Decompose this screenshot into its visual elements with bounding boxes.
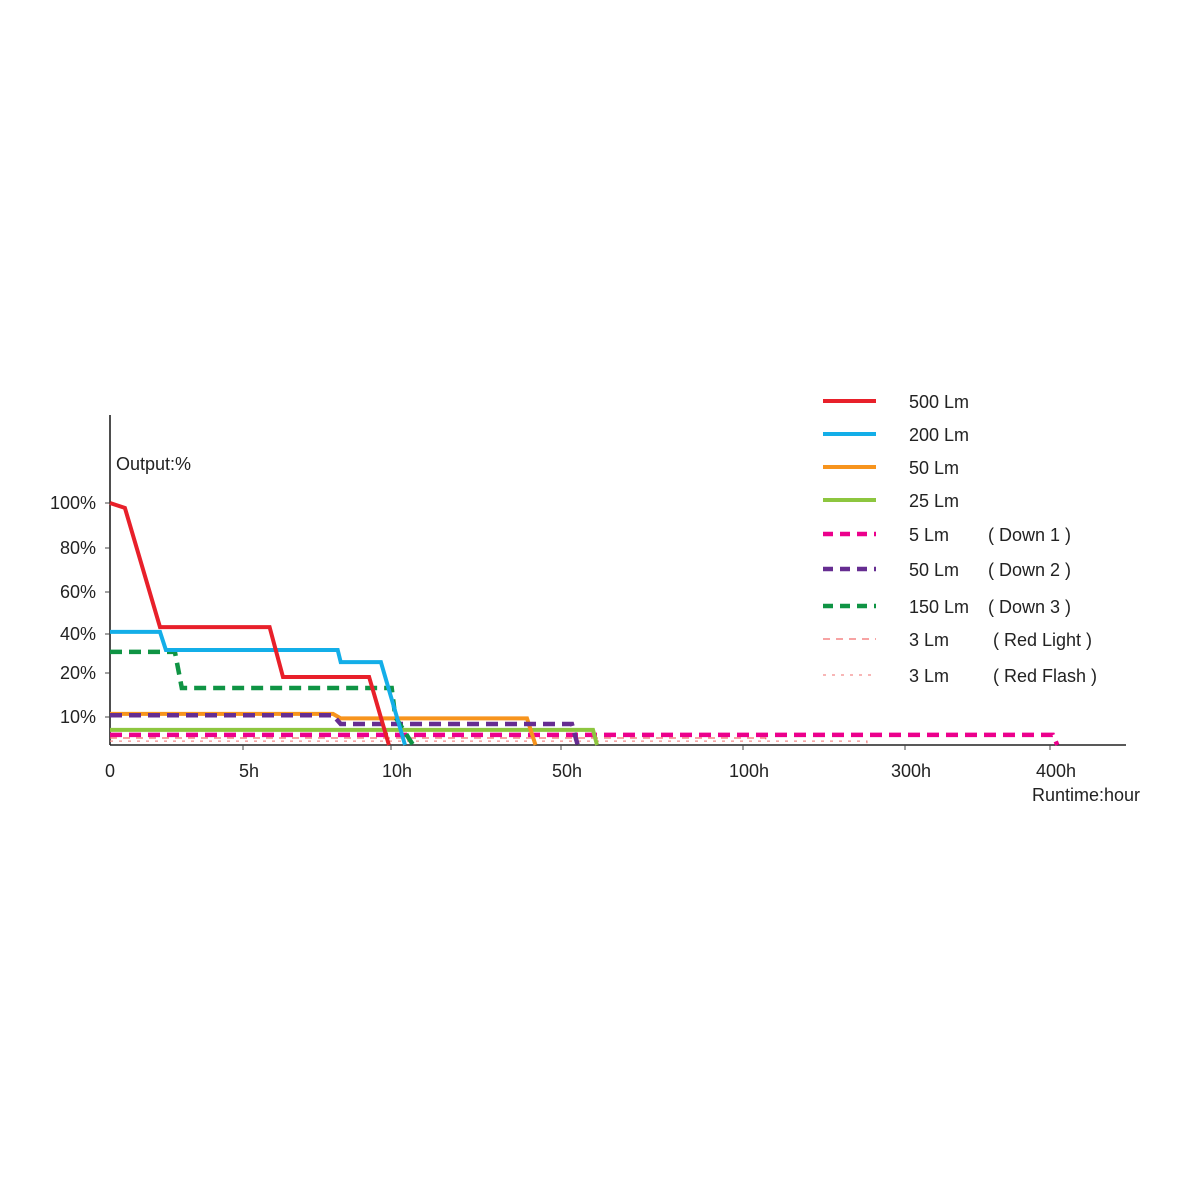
series-line-5 (110, 712, 580, 746)
x-tick-label: 10h (382, 761, 412, 781)
legend-note: ( Red Flash ) (993, 666, 1097, 686)
series-line-7 (110, 737, 767, 745)
series-line-2 (110, 711, 538, 746)
legend-label: 150 Lm (909, 597, 969, 617)
legend-label: 50 Lm (909, 458, 959, 478)
series-line-1 (110, 629, 407, 746)
axes (109, 415, 1126, 746)
legend: 500 Lm 200 Lm 50 Lm 25 Lm 5 Lm ( Down 1 ) 50 L… (823, 392, 1097, 686)
x-axis-label: Runtime:hour (1032, 785, 1140, 805)
legend-label: 500 Lm (909, 392, 969, 412)
legend-note: ( Down 3 ) (988, 597, 1071, 617)
x-tick-label: 5h (239, 761, 259, 781)
legend-label: 25 Lm (909, 491, 959, 511)
x-tick-label: 400h (1036, 761, 1076, 781)
x-tick-label: 0 (105, 761, 115, 781)
y-tick-label: 40% (60, 624, 96, 644)
legend-label: 3 Lm (909, 666, 949, 686)
y-tick-label: 100% (50, 493, 96, 513)
y-tick-label: 60% (60, 582, 96, 602)
series-line-8 (110, 740, 868, 745)
series-line-3 (110, 727, 599, 746)
legend-note: ( Red Light ) (993, 630, 1092, 650)
y-tick-label: 10% (60, 707, 96, 727)
x-tick-label: 300h (891, 761, 931, 781)
x-tick-label: 100h (729, 761, 769, 781)
series-line-0 (109, 501, 391, 746)
legend-label: 3 Lm (909, 630, 949, 650)
y-tick-label: 20% (60, 663, 96, 683)
legend-label: 5 Lm (909, 525, 949, 545)
legend-label: 200 Lm (909, 425, 969, 445)
legend-label: 50 Lm (909, 560, 959, 580)
legend-note: ( Down 1 ) (988, 525, 1071, 545)
series-line-4 (110, 732, 1060, 746)
legend-note: ( Down 2 ) (988, 560, 1071, 580)
y-tick-label: 80% (60, 538, 96, 558)
x-tick-label: 50h (552, 761, 582, 781)
y-axis-label: Output:% (116, 454, 191, 474)
